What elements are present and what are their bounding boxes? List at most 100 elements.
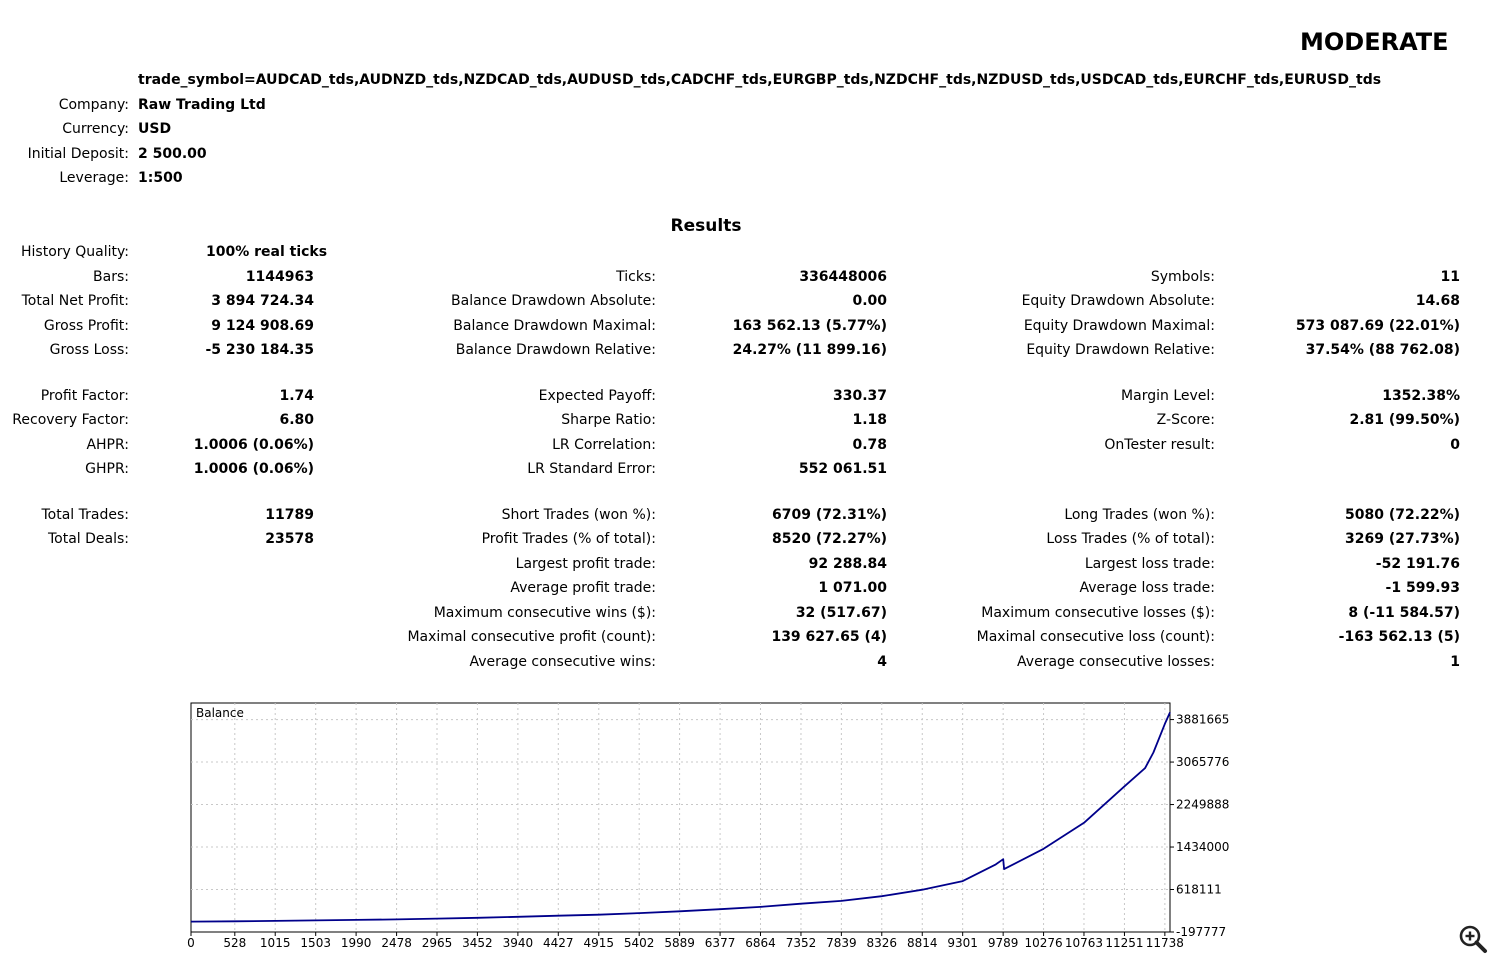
stat-label: Short Trades (won %): bbox=[501, 507, 656, 523]
x-tick-label: 4427 bbox=[543, 936, 574, 950]
stat-value: 4 bbox=[877, 654, 887, 670]
x-tick-label: 4915 bbox=[584, 936, 615, 950]
stat-value: 24.27% (11 899.16) bbox=[732, 342, 887, 358]
stat-value: 330.37 bbox=[832, 388, 887, 404]
stat-label: Expected Payoff: bbox=[538, 388, 656, 404]
stat-value: 1352.38% bbox=[1382, 388, 1460, 404]
history-quality-label: History Quality: bbox=[21, 244, 129, 260]
stat-label: Loss Trades (% of total): bbox=[1046, 531, 1215, 547]
stat-value: 6.80 bbox=[279, 412, 314, 428]
stat-label: Symbols: bbox=[1150, 269, 1215, 285]
info-value: 2 500.00 bbox=[138, 146, 207, 162]
stat-value: -5 230 184.35 bbox=[205, 342, 314, 358]
stat-value: 3269 (27.73%) bbox=[1345, 531, 1460, 547]
trade-symbol-parameters: trade_symbol=AUDCAD_tds,AUDNZD_tds,NZDCA… bbox=[138, 72, 1382, 88]
stat-value: 573 087.69 (22.01%) bbox=[1295, 318, 1460, 334]
x-tick-label: 3940 bbox=[503, 936, 534, 950]
stat-value: 3 894 724.34 bbox=[211, 293, 314, 309]
stat-value: 0.78 bbox=[852, 437, 887, 453]
stat-value: 9 124 908.69 bbox=[211, 318, 314, 334]
report-title: MODERATE bbox=[1300, 28, 1449, 56]
x-tick-label: 2478 bbox=[381, 936, 412, 950]
x-tick-label: 1503 bbox=[300, 936, 331, 950]
x-tick-label: 10276 bbox=[1024, 936, 1062, 950]
stat-label: Total Trades: bbox=[41, 507, 130, 523]
stat-label: LR Standard Error: bbox=[527, 461, 656, 477]
stat-label: Equity Drawdown Maximal: bbox=[1023, 318, 1215, 334]
stat-value: 139 627.65 (4) bbox=[771, 629, 887, 645]
stat-value: 1 071.00 bbox=[818, 580, 887, 596]
stat-label: Largest profit trade: bbox=[515, 556, 656, 572]
stat-value: 11 bbox=[1440, 269, 1460, 285]
stat-value: 163 562.13 (5.77%) bbox=[732, 318, 887, 334]
zoom-in-icon[interactable] bbox=[1456, 922, 1490, 956]
x-tick-label: 0 bbox=[187, 936, 195, 950]
x-tick-label: 6864 bbox=[745, 936, 776, 950]
stat-label: Gross Loss: bbox=[49, 342, 129, 358]
stat-label: Maximal consecutive profit (count): bbox=[407, 629, 656, 645]
balance-series-line bbox=[190, 712, 1171, 923]
stat-value: 8520 (72.27%) bbox=[772, 531, 887, 547]
info-label: Currency: bbox=[62, 121, 129, 137]
plot-area bbox=[190, 702, 1171, 933]
stat-label: Profit Factor: bbox=[40, 388, 129, 404]
stat-value: -1 599.93 bbox=[1385, 580, 1460, 596]
y-tick-label: 1434000 bbox=[1176, 840, 1229, 854]
stat-label: Equity Drawdown Absolute: bbox=[1021, 293, 1215, 309]
x-tick-label: 528 bbox=[223, 936, 246, 950]
stat-value: 11789 bbox=[265, 507, 314, 523]
stat-value: 552 061.51 bbox=[798, 461, 887, 477]
stat-value: 14.68 bbox=[1415, 293, 1460, 309]
stat-label: Total Net Profit: bbox=[21, 293, 129, 309]
stat-value: 1.0006 (0.06%) bbox=[193, 461, 314, 477]
y-tick-label: 2249888 bbox=[1176, 798, 1229, 812]
stat-value: 1.18 bbox=[852, 412, 887, 428]
x-tick-label: 11738 bbox=[1146, 936, 1184, 950]
stat-label: Maximum consecutive wins ($): bbox=[433, 605, 656, 621]
stat-label: Long Trades (won %): bbox=[1064, 507, 1215, 523]
stat-value: 92 288.84 bbox=[808, 556, 887, 572]
x-tick-label: 6377 bbox=[705, 936, 736, 950]
info-value: USD bbox=[138, 121, 172, 137]
stat-value: 23578 bbox=[265, 531, 314, 547]
stat-label: Balance Drawdown Relative: bbox=[455, 342, 656, 358]
info-label: Company: bbox=[58, 97, 129, 113]
stat-label: AHPR: bbox=[86, 437, 129, 453]
stat-label: Profit Trades (% of total): bbox=[481, 531, 656, 547]
stat-label: Average consecutive losses: bbox=[1017, 654, 1215, 670]
stat-label: Balance Drawdown Absolute: bbox=[451, 293, 656, 309]
stat-label: Gross Profit: bbox=[43, 318, 129, 334]
x-tick-label: 5402 bbox=[624, 936, 655, 950]
stat-label: Margin Level: bbox=[1121, 388, 1215, 404]
stat-value: 1 bbox=[1450, 654, 1460, 670]
info-label: Initial Deposit: bbox=[27, 146, 129, 162]
y-tick-label: 618111 bbox=[1176, 883, 1222, 897]
x-tick-label: 9301 bbox=[947, 936, 978, 950]
stat-value: 37.54% (88 762.08) bbox=[1305, 342, 1460, 358]
stat-label: GHPR: bbox=[85, 461, 129, 477]
stat-label: Balance Drawdown Maximal: bbox=[453, 318, 656, 334]
stat-label: Equity Drawdown Relative: bbox=[1026, 342, 1215, 358]
history-quality-value: 100% real ticks bbox=[206, 244, 328, 260]
stat-label: OnTester result: bbox=[1104, 437, 1215, 453]
stat-label: Largest loss trade: bbox=[1084, 556, 1215, 572]
chart-series-label: Balance bbox=[196, 706, 244, 720]
stat-value: 6709 (72.31%) bbox=[772, 507, 887, 523]
stat-value: 0.00 bbox=[852, 293, 887, 309]
y-tick-label: 3065776 bbox=[1176, 755, 1229, 769]
x-tick-label: 11251 bbox=[1105, 936, 1143, 950]
stat-label: Average consecutive wins: bbox=[469, 654, 656, 670]
stat-label: LR Correlation: bbox=[552, 437, 656, 453]
info-value: 1:500 bbox=[138, 170, 183, 186]
stat-label: Total Deals: bbox=[47, 531, 129, 547]
stat-value: 1.74 bbox=[279, 388, 314, 404]
x-tick-label: 2965 bbox=[422, 936, 453, 950]
stat-label: Maximum consecutive losses ($): bbox=[981, 605, 1215, 621]
stat-value: 1.0006 (0.06%) bbox=[193, 437, 314, 453]
x-tick-label: 7839 bbox=[826, 936, 857, 950]
stat-label: Z-Score: bbox=[1156, 412, 1215, 428]
info-label: Leverage: bbox=[59, 170, 129, 186]
x-tick-label: 1990 bbox=[341, 936, 372, 950]
stat-label: Recovery Factor: bbox=[12, 412, 129, 428]
